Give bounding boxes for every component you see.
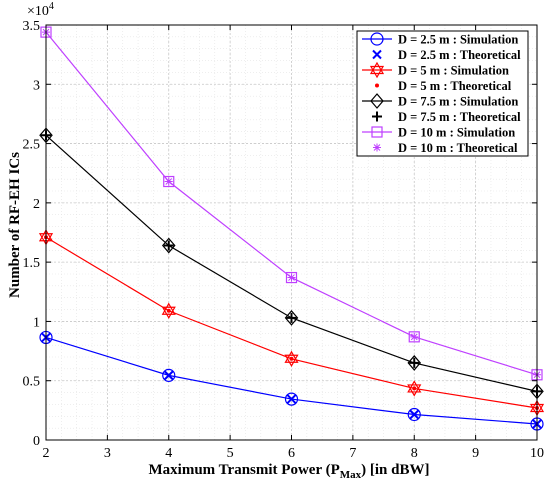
y-tick-labels: 0 0.5 1 1.5 2 2.5 3 3.5	[23, 19, 41, 449]
y-tick-label: 2	[33, 197, 40, 212]
y-tick-label: 1	[33, 315, 40, 330]
x-tick-label: 3	[104, 446, 111, 461]
legend-label: D = 2.5 m : Simulation	[398, 33, 518, 47]
legend-box	[356, 30, 529, 157]
x-tick-label: 5	[227, 446, 234, 461]
x-tick-label: 8	[411, 446, 418, 461]
legend-marker	[371, 126, 383, 138]
data-point-s4-1	[161, 237, 176, 254]
x-tick-label: 10	[530, 446, 544, 461]
data-point-s5-2	[286, 312, 297, 323]
legend-marker	[370, 93, 384, 109]
x-tick-label: 4	[165, 446, 172, 461]
data-point-s7-3	[410, 332, 419, 341]
legend-label: D = 10 m : Simulation	[398, 126, 515, 140]
data-point-s4-3	[407, 355, 422, 371]
data-point-s6-1	[163, 175, 175, 188]
data-point-s7-1	[164, 177, 173, 186]
legend-label: D = 7.5 m : Simulation	[398, 95, 518, 109]
legend-label: D = 5 m : Simulation	[398, 64, 509, 78]
y-tick-label: 3	[33, 78, 40, 93]
x-tick-label: 6	[288, 446, 295, 461]
legend-marker	[372, 49, 382, 60]
legend-marker	[370, 32, 384, 46]
y-tick-label: 2.5	[23, 138, 41, 153]
data-point-s2-3	[407, 380, 422, 397]
data-point-s1-2	[286, 394, 297, 404]
data-point-s0-2	[284, 392, 299, 406]
axis-ticks	[45, 24, 538, 441]
data-point-s6-3	[408, 331, 420, 343]
y-tick-label: 0	[33, 434, 40, 449]
data-point-s5-1	[163, 240, 174, 251]
data-point-s1-3	[409, 409, 419, 420]
y-exponent-label: ×104	[27, 1, 54, 19]
data-point-s1-1	[164, 370, 174, 381]
y-axis-label: Number of RF-EH ICs	[7, 152, 23, 298]
y-tick-label: 0.5	[23, 375, 41, 390]
y-tick-label: 3.5	[23, 19, 41, 34]
legend-marker	[373, 143, 381, 152]
data-point-s2-2	[284, 350, 299, 367]
legend-marker	[369, 61, 385, 79]
legend-label: D = 2.5 m : Theoretical	[398, 48, 521, 62]
x-tick-label: 7	[349, 446, 356, 461]
data-point-s5-3	[409, 357, 420, 368]
data-point-s2-1	[161, 302, 176, 319]
data-point-s3-3	[412, 386, 417, 391]
data-point-s7-2	[287, 273, 296, 282]
legend-label: D = 7.5 m : Theoretical	[398, 110, 521, 124]
legend-marker	[372, 111, 382, 122]
legend-label: D = 5 m : Theoretical	[398, 79, 512, 93]
data-point-s6-2	[285, 271, 298, 284]
data-point-s4-2	[284, 309, 299, 326]
legend-label: D = 10 m : Theoretical	[398, 141, 518, 155]
data-point-s0-1	[162, 368, 176, 382]
y-tick-label: 1.5	[23, 256, 41, 271]
legend-marker	[375, 83, 379, 88]
data-point-s3-1	[166, 308, 171, 313]
x-tick-label: 9	[472, 446, 479, 461]
x-tick-labels: 2 3 4 5 6 7 8 9 10	[43, 446, 545, 461]
x-axis-label: Maximum Transmit Power (PMax) [in dBW]	[149, 462, 430, 481]
data-point-s0-3	[407, 407, 421, 422]
data-point-s3-2	[289, 356, 294, 361]
x-tick-label: 2	[43, 446, 50, 461]
